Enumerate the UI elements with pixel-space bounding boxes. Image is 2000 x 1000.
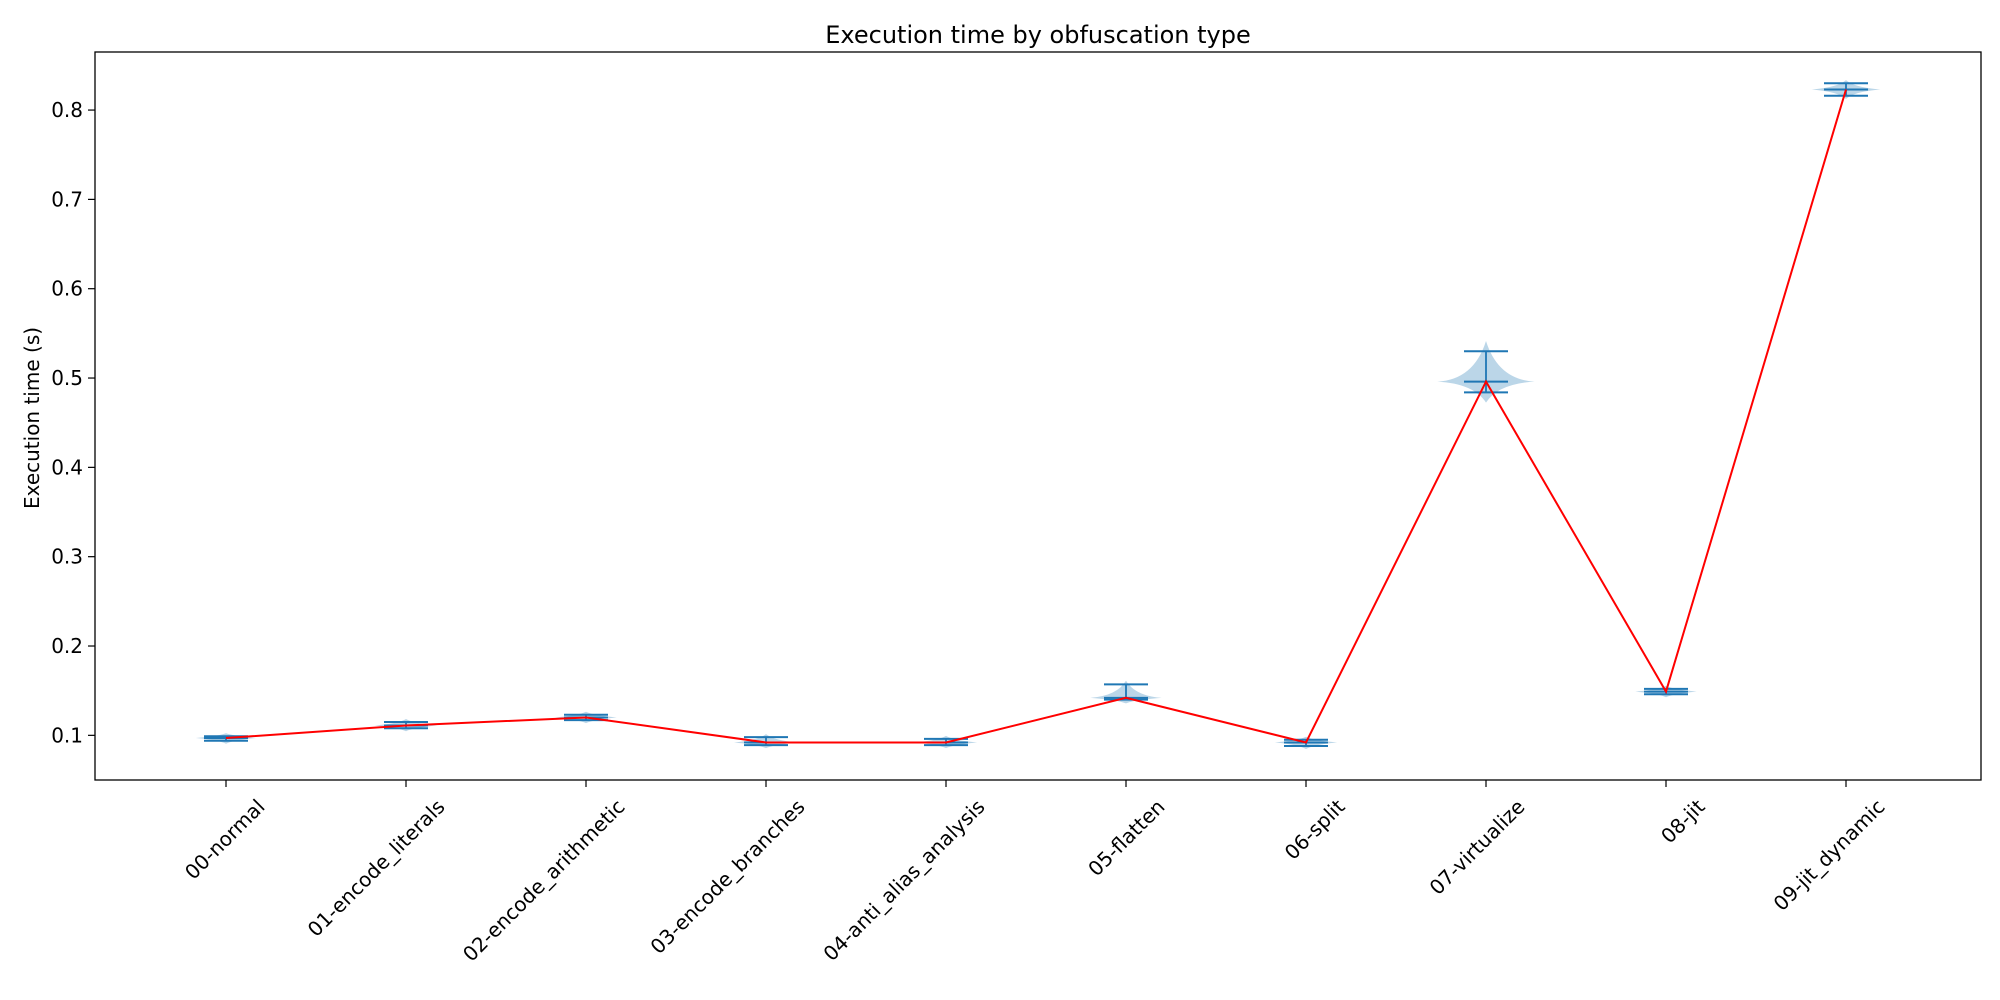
- axes-frame: [94, 51, 1982, 781]
- y-tick-label: 0.6: [51, 277, 83, 301]
- mean-line: [225, 89, 1847, 744]
- y-tick-label: 0.3: [51, 545, 83, 569]
- y-tick-label: 0.5: [51, 366, 83, 390]
- x-tick-label: 03-encode_branches: [645, 795, 809, 959]
- y-tick-label: 0.2: [51, 634, 83, 658]
- x-tick-label: 01-encode_literals: [303, 795, 450, 942]
- x-tick-label: 09-jit_dynamic: [1769, 795, 1890, 916]
- x-tick-label: 07-virtualize: [1425, 795, 1530, 900]
- x-tick-label: 04-anti_alias_analysis: [818, 795, 989, 966]
- y-axis-label: Execution time (s): [20, 327, 44, 509]
- y-tick-label: 0.4: [51, 455, 83, 479]
- x-tick-label: 06-split: [1280, 794, 1350, 864]
- x-tick-label: 05-flatten: [1083, 795, 1169, 881]
- chart-title: Execution time by obfuscation type: [825, 21, 1251, 49]
- x-axis-ticks: 00-normal 01-encode_literals 02-encode_ari…: [180, 780, 1890, 966]
- x-tick-label: 02-encode_arithmetic: [458, 795, 630, 967]
- y-tick-label: 0.8: [51, 98, 83, 122]
- plot-area: [195, 80, 1881, 750]
- x-tick-label: 00-normal: [180, 795, 270, 885]
- x-tick-label: 08-jit: [1656, 794, 1710, 848]
- y-tick-label: 0.1: [51, 723, 83, 747]
- y-tick-label: 0.7: [51, 187, 83, 211]
- y-axis-ticks: 0.1 0.2 0.3 0.4 0.5 0.6 0.7 0.8: [51, 98, 95, 747]
